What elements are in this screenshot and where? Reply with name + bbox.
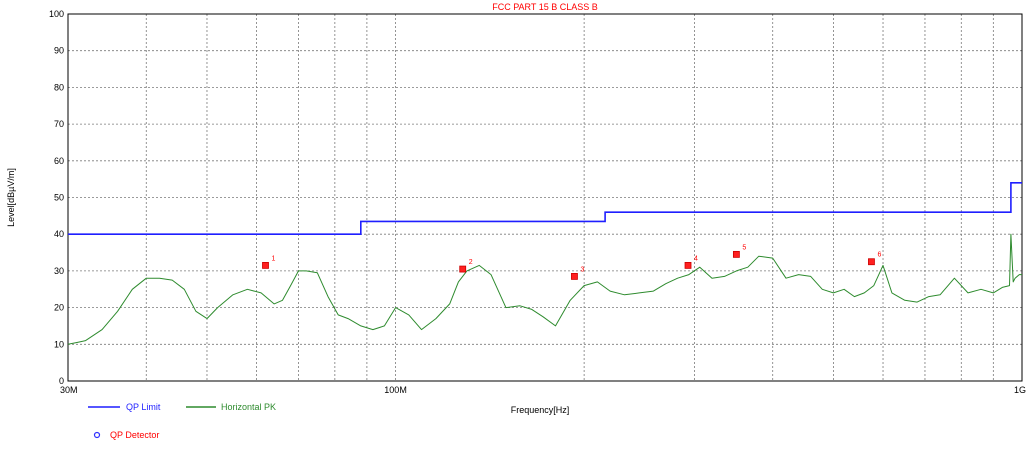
- qp-detector-marker: [684, 261, 692, 269]
- marker-label: 1: [271, 255, 275, 262]
- y-tick-label: 70: [54, 119, 64, 129]
- legend-label-horizontal-pk: Horizontal PK: [221, 402, 276, 412]
- series-layer: [67, 182, 1022, 345]
- y-tick-label: 40: [54, 229, 64, 239]
- marker-label: 4: [694, 255, 698, 262]
- y-tick-label: 90: [54, 46, 64, 56]
- qp-detector-marker: [571, 273, 578, 280]
- marker-label: 5: [742, 244, 746, 251]
- qp-detector-marker: [868, 258, 875, 266]
- y-tick-label: 20: [54, 303, 64, 313]
- marker-label: 3: [580, 266, 584, 273]
- y-tick-label: 80: [54, 82, 64, 92]
- y-tick-label: 30: [54, 266, 64, 276]
- marker-label: 2: [469, 259, 473, 266]
- y-axis-ticks: 0 10 20 30 40 50 60 70 80 90 100: [49, 9, 64, 386]
- chart-title: FCC PART 15 B CLASS B: [492, 2, 598, 12]
- plot-frame: [67, 13, 1023, 382]
- grid: [68, 14, 1022, 381]
- legend: QP Limit Horizontal PK QP Detector: [88, 402, 276, 440]
- y-tick-label: 0: [59, 376, 64, 386]
- y-axis-label: Level[dBµV/m]: [6, 168, 16, 227]
- x-axis-label: Frequency[Hz]: [511, 405, 570, 415]
- x-tick-label: 1G: [1014, 385, 1026, 395]
- legend-label-qp-detector: QP Detector: [110, 430, 159, 440]
- marker-label: 6: [877, 252, 881, 259]
- y-tick-label: 10: [54, 339, 64, 349]
- legend-swatch-qp-detector: [93, 431, 101, 439]
- x-tick-label: 100M: [384, 385, 407, 395]
- y-tick-label: 50: [54, 193, 64, 203]
- y-tick-label: 60: [54, 156, 64, 166]
- y-tick-label: 100: [49, 9, 64, 19]
- series-line-qp-limit: [68, 182, 1022, 235]
- qp-detector-marker: [459, 265, 467, 273]
- series-line-horizontal-pk: [67, 233, 1022, 345]
- qp-detector-marker: [732, 250, 740, 258]
- legend-label-qp-limit: QP Limit: [126, 402, 161, 412]
- qp-detector-marker: [262, 261, 269, 269]
- x-tick-label: 30M: [60, 385, 78, 395]
- x-axis-ticks: 30M 100M 1G: [60, 385, 1026, 395]
- marker-layer: 1 2 3 4 5 6: [262, 244, 881, 280]
